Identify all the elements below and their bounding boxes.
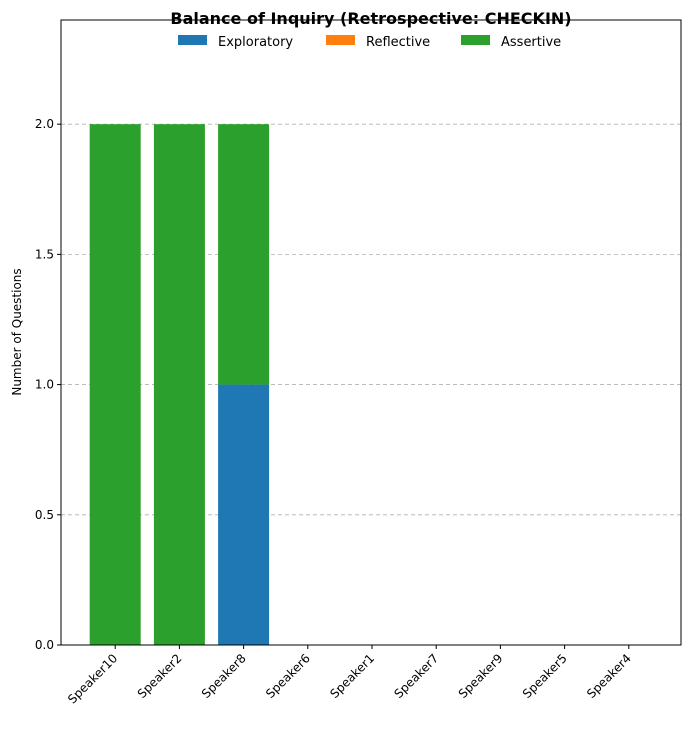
y-axis: 0.0 0.5 1.0 1.5 2.0 xyxy=(35,117,61,652)
x-tick-label: Speaker9 xyxy=(456,651,506,701)
bar-assertive-speaker10 xyxy=(89,124,141,645)
x-tick-label: Speaker5 xyxy=(520,651,570,701)
y-tick-label: 1.5 xyxy=(35,247,54,261)
x-tick-label: Speaker4 xyxy=(584,651,634,701)
x-tick-label: Speaker1 xyxy=(327,651,377,701)
y-axis-label: Number of Questions xyxy=(10,268,24,395)
plot-area-frame xyxy=(60,19,682,646)
y-tick-label: 1.0 xyxy=(35,378,54,392)
x-tick-label: Speaker7 xyxy=(392,651,442,701)
grid-lines xyxy=(61,123,681,516)
chart-title: Balance of Inquiry (Retrospective: CHECK… xyxy=(170,9,571,28)
x-tick-label: Speaker10 xyxy=(65,651,120,706)
y-tick-label: 0.5 xyxy=(35,508,54,522)
bars xyxy=(89,124,270,645)
bar-assertive-speaker2 xyxy=(153,124,205,645)
bar-exploratory-speaker8 xyxy=(218,384,270,645)
x-tick-label: Speaker6 xyxy=(263,651,313,701)
legend-swatch-reflective xyxy=(326,35,355,45)
legend-label-assertive: Assertive xyxy=(501,35,561,50)
bar-assertive-speaker8 xyxy=(218,124,270,385)
legend-swatch-exploratory xyxy=(178,35,207,45)
x-tick-label: Speaker2 xyxy=(135,651,185,701)
legend-label-reflective: Reflective xyxy=(366,35,430,50)
legend-swatch-assertive xyxy=(461,35,490,45)
x-tick-label: Speaker8 xyxy=(199,651,249,701)
x-axis: Speaker10 Speaker2 Speaker8 Speaker6 Speaker… xyxy=(65,645,634,706)
legend: Exploratory Reflective Assertive xyxy=(178,35,561,50)
y-tick-label: 0.0 xyxy=(35,638,54,652)
legend-label-exploratory: Exploratory xyxy=(218,35,293,50)
y-tick-label: 2.0 xyxy=(35,117,54,131)
